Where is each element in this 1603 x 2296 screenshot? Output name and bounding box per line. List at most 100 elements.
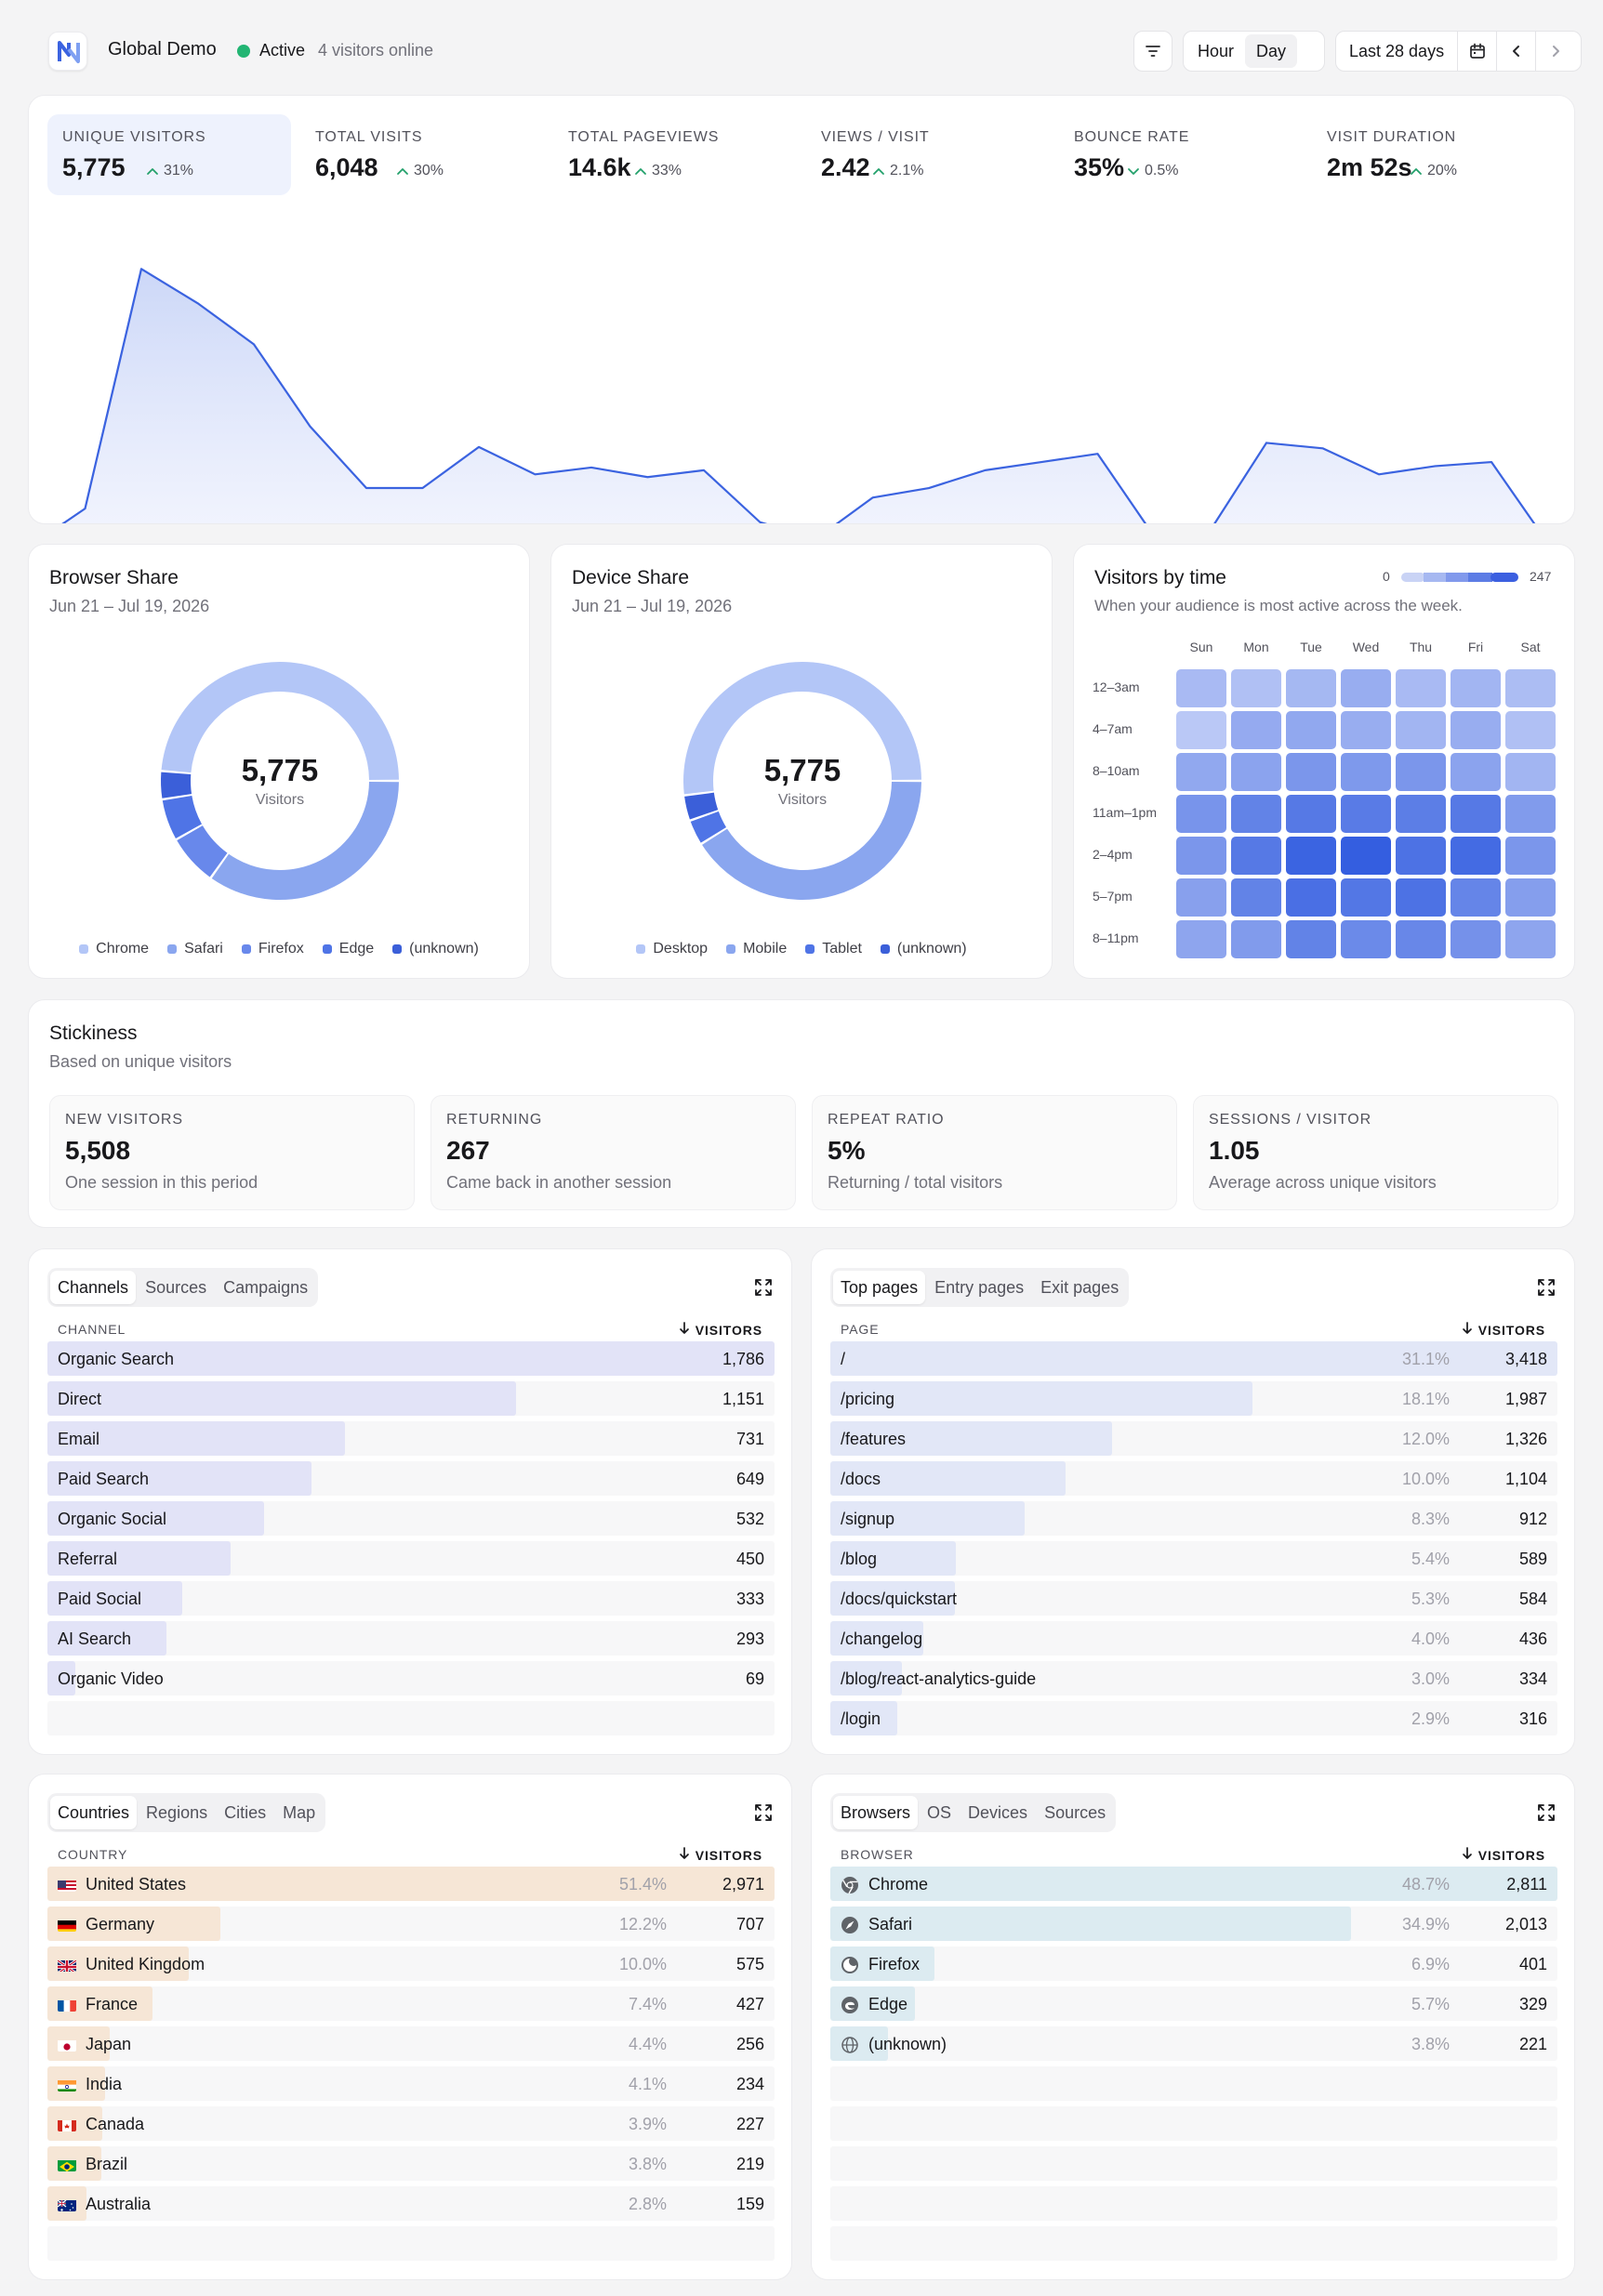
heatmap-cell[interactable] xyxy=(1231,669,1281,707)
table-row[interactable]: Organic Search 1,786 xyxy=(47,1341,775,1376)
table-row[interactable]: Direct 1,151 xyxy=(47,1381,775,1416)
tab-regions[interactable]: Regions xyxy=(146,1802,208,1822)
heatmap-cell[interactable] xyxy=(1176,669,1226,707)
kpi-tile[interactable]: VIEWS / VISIT 2.42 2.1% xyxy=(806,114,1050,195)
heatmap-cell[interactable] xyxy=(1341,878,1391,917)
heatmap-cell[interactable] xyxy=(1231,920,1281,958)
table-row[interactable]: Paid Social 333 xyxy=(47,1581,775,1616)
heatmap-cell[interactable] xyxy=(1286,837,1336,875)
data-point[interactable] xyxy=(473,442,484,453)
tab-sources[interactable]: Sources xyxy=(1044,1802,1106,1822)
donut-slice[interactable] xyxy=(161,662,399,781)
data-point[interactable] xyxy=(136,263,147,274)
heatmap-cell[interactable] xyxy=(1451,920,1501,958)
device-donut-chart[interactable] xyxy=(682,660,923,902)
data-point[interactable] xyxy=(1092,448,1103,459)
table-row[interactable]: /blog/react-analytics-guide 3.0% 334 xyxy=(830,1661,1557,1696)
heatmap-cell[interactable] xyxy=(1231,753,1281,791)
heatmap-cell[interactable] xyxy=(1286,669,1336,707)
calendar-button[interactable] xyxy=(1458,32,1498,71)
tab-entry-pages[interactable]: Entry pages xyxy=(934,1277,1025,1297)
heatmap-cell[interactable] xyxy=(1505,795,1556,833)
expand-button[interactable] xyxy=(753,1802,774,1823)
donut-slice[interactable] xyxy=(162,795,202,838)
table-row[interactable]: Germany 12.2% 707 xyxy=(47,1907,775,1941)
data-point[interactable] xyxy=(867,492,878,503)
table-row[interactable]: United States 51.4% 2,971 xyxy=(47,1867,775,1901)
heatmap-cell[interactable] xyxy=(1396,878,1446,917)
site-logo[interactable] xyxy=(48,32,87,71)
heatmap-cell[interactable] xyxy=(1176,878,1226,917)
heatmap-cell[interactable] xyxy=(1341,711,1391,749)
data-point[interactable] xyxy=(529,468,540,480)
table-row[interactable]: /pricing 18.1% 1,987 xyxy=(830,1381,1557,1416)
heatmap-cell[interactable] xyxy=(1341,753,1391,791)
table-row[interactable]: Brazil 3.8% 219 xyxy=(47,2146,775,2181)
heatmap-cell[interactable] xyxy=(1396,753,1446,791)
next-period-button[interactable] xyxy=(1536,32,1575,71)
legend-item[interactable]: (unknown) xyxy=(392,941,479,957)
tab-exit-pages[interactable]: Exit pages xyxy=(1040,1277,1119,1297)
table-row[interactable]: Australia 2.8% 159 xyxy=(47,2186,775,2221)
heatmap-cell[interactable] xyxy=(1286,711,1336,749)
data-point[interactable] xyxy=(1036,456,1047,468)
heatmap-cell[interactable] xyxy=(1341,920,1391,958)
heatmap-cell[interactable] xyxy=(1286,878,1336,917)
heatmap-cell[interactable] xyxy=(1396,795,1446,833)
heatmap-cell[interactable] xyxy=(1176,753,1226,791)
donut-slice[interactable] xyxy=(690,811,727,843)
table-row[interactable]: /changelog 4.0% 436 xyxy=(830,1621,1557,1656)
table-row[interactable]: Canada 3.9% 227 xyxy=(47,2106,775,2141)
table-row[interactable]: /signup 8.3% 912 xyxy=(830,1501,1557,1536)
data-point[interactable] xyxy=(417,482,428,494)
donut-slice[interactable] xyxy=(177,825,228,877)
heatmap-cell[interactable] xyxy=(1505,711,1556,749)
site-name[interactable]: Global Demo xyxy=(108,39,217,59)
table-row[interactable]: Safari 34.9% 2,013 xyxy=(830,1907,1557,1941)
data-point[interactable] xyxy=(1261,437,1272,448)
filter-button[interactable] xyxy=(1133,31,1172,72)
table-row[interactable]: Edge 5.7% 329 xyxy=(830,1986,1557,2021)
kpi-tile[interactable]: TOTAL PAGEVIEWS 14.6k 33% xyxy=(553,114,797,195)
table-row[interactable]: /login 2.9% 316 xyxy=(830,1701,1557,1735)
data-point[interactable] xyxy=(248,338,259,350)
data-point[interactable] xyxy=(79,503,90,514)
table-row[interactable]: Organic Social 532 xyxy=(47,1501,775,1536)
table-row[interactable]: / 31.1% 3,418 xyxy=(830,1341,1557,1376)
browser-donut-chart[interactable] xyxy=(159,660,401,902)
donut-slice[interactable] xyxy=(684,792,719,820)
donut-slice[interactable] xyxy=(683,661,921,795)
table-row[interactable]: (unknown) 3.8% 221 xyxy=(830,2026,1557,2061)
table-row[interactable]: France 7.4% 427 xyxy=(47,1986,775,2021)
heatmap-cell[interactable] xyxy=(1451,669,1501,707)
table-row[interactable]: /blog 5.4% 589 xyxy=(830,1541,1557,1576)
heatmap-cell[interactable] xyxy=(1176,920,1226,958)
kpi-tile[interactable]: VISIT DURATION 2m 52s 20% xyxy=(1312,114,1556,195)
previous-period-button[interactable] xyxy=(1497,32,1537,71)
heatmap-cell[interactable] xyxy=(1505,753,1556,791)
legend-item[interactable]: Tablet xyxy=(805,941,862,957)
legend-item[interactable]: Desktop xyxy=(636,941,708,957)
heatmap-cell[interactable] xyxy=(1341,795,1391,833)
table-row[interactable]: /docs 10.0% 1,104 xyxy=(830,1461,1557,1496)
tab-channels[interactable]: Channels xyxy=(50,1271,137,1304)
column-header-sort[interactable]: VISITORS xyxy=(1462,1322,1545,1338)
legend-item[interactable]: Edge xyxy=(322,941,374,957)
heatmap-cell[interactable] xyxy=(1396,920,1446,958)
tab-devices[interactable]: Devices xyxy=(968,1802,1028,1822)
donut-slice[interactable] xyxy=(702,781,921,900)
heatmap-cell[interactable] xyxy=(1286,795,1336,833)
data-point[interactable] xyxy=(923,482,934,494)
expand-button[interactable] xyxy=(1536,1802,1557,1823)
heatmap-cell[interactable] xyxy=(1176,795,1226,833)
heatmap-cell[interactable] xyxy=(1231,711,1281,749)
heatmap-cell[interactable] xyxy=(1176,837,1226,875)
heatmap-cell[interactable] xyxy=(1231,795,1281,833)
column-header-sort[interactable]: VISITORS xyxy=(679,1322,762,1338)
tab-map[interactable]: Map xyxy=(283,1802,316,1822)
data-point[interactable] xyxy=(361,482,372,494)
table-row[interactable]: India 4.1% 234 xyxy=(47,2066,775,2101)
heatmap-cell[interactable] xyxy=(1451,837,1501,875)
legend-item[interactable]: Safari xyxy=(167,941,223,957)
heatmap-cell[interactable] xyxy=(1505,669,1556,707)
